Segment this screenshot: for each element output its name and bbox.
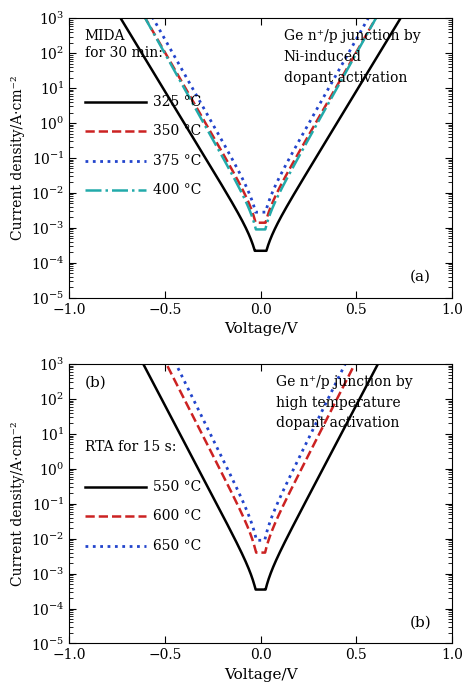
Text: RTA for 15 s:: RTA for 15 s:	[84, 439, 176, 453]
Text: (b): (b)	[410, 615, 432, 629]
Text: 650 °C: 650 °C	[154, 538, 201, 553]
Text: 375 °C: 375 °C	[154, 154, 202, 168]
Text: MIDA
for 30 min:: MIDA for 30 min:	[84, 29, 163, 60]
X-axis label: Voltage/V: Voltage/V	[224, 668, 297, 682]
Y-axis label: Current density/A·cm⁻²: Current density/A·cm⁻²	[11, 76, 25, 240]
Text: (a): (a)	[410, 270, 431, 283]
X-axis label: Voltage/V: Voltage/V	[224, 322, 297, 336]
Y-axis label: Current density/A·cm⁻²: Current density/A·cm⁻²	[11, 421, 25, 586]
Text: 550 °C: 550 °C	[154, 480, 201, 494]
Text: Ge n⁺/p junction by
Ni-induced
dopant activation: Ge n⁺/p junction by Ni-induced dopant ac…	[283, 29, 420, 85]
Text: 350 °C: 350 °C	[154, 125, 201, 139]
Text: Ge n⁺/p junction by
high temperature
dopant activation: Ge n⁺/p junction by high temperature dop…	[276, 375, 412, 430]
Text: 325 °C: 325 °C	[154, 95, 201, 109]
Text: 400 °C: 400 °C	[154, 183, 202, 197]
Text: (b): (b)	[84, 375, 106, 389]
Text: 600 °C: 600 °C	[154, 509, 201, 523]
